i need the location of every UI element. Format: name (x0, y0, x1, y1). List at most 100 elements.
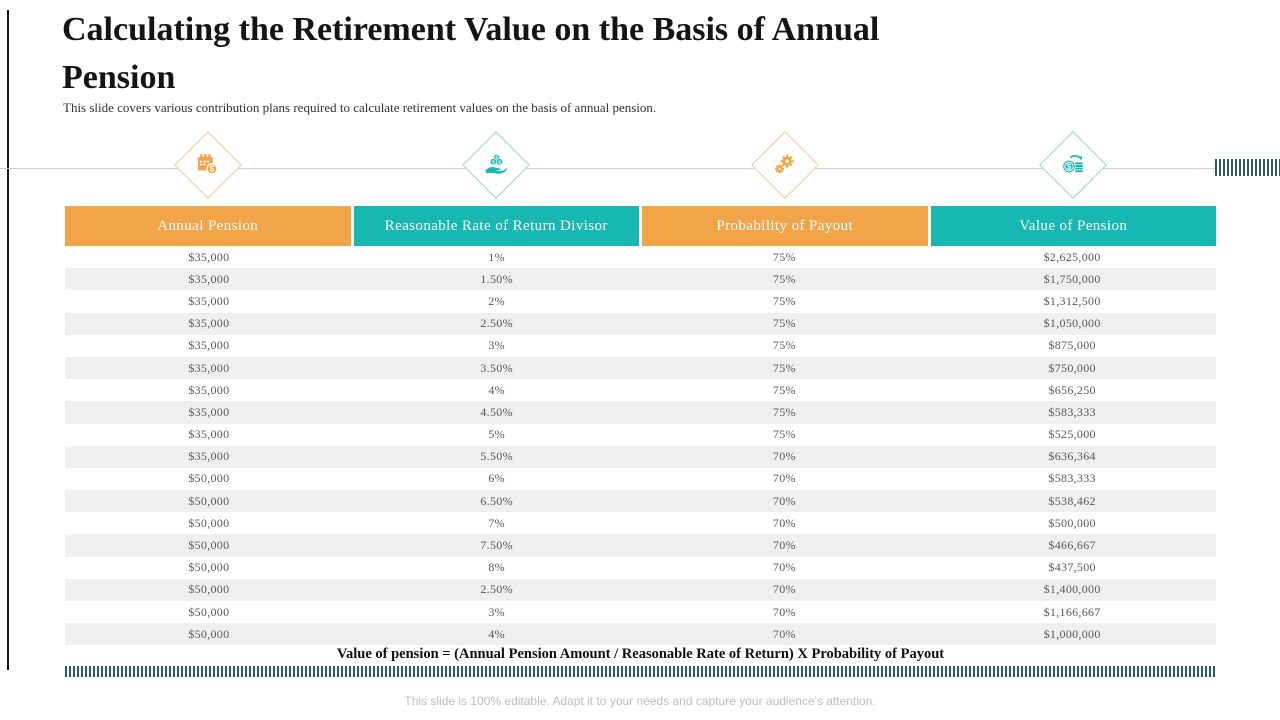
table-row: $50,000 3% 70% $1,166,667 (65, 601, 1216, 624)
table-cell: $583,333 (1048, 404, 1096, 419)
table-row: $50,000 6% 70% $583,333 (65, 467, 1216, 491)
table-cell: $35,000 (188, 382, 230, 397)
table-row: $50,000 4% 70% $1,000,000 (65, 623, 1216, 646)
table-cell: $583,333 (1048, 471, 1096, 486)
table-row: $50,000 2.50% 70% $1,400,000 (65, 578, 1216, 601)
table-row: $35,000 3% 75% $875,000 (65, 334, 1216, 357)
probability-diamond (750, 131, 819, 199)
table-cell: $437,500 (1048, 560, 1096, 575)
table-cell: 70% (772, 604, 796, 619)
table-cell: 3.50% (480, 360, 513, 375)
table-cell: 70% (772, 626, 796, 641)
table-cell: 3% (488, 604, 505, 619)
table-cell: $1,050,000 (1043, 316, 1101, 331)
table-row: $50,000 6.50% 70% $538,462 (65, 490, 1216, 513)
table-cell: $35,000 (188, 360, 230, 375)
svg-text:$: $ (1067, 162, 1072, 171)
table-cell: $35,000 (188, 316, 230, 331)
page-title: Calculating the Retirement Value on the … (62, 11, 880, 97)
table-cell: 2% (488, 293, 505, 308)
hand-coins-icon: $ $ $ (485, 154, 508, 174)
table-cell: 7.50% (480, 538, 513, 553)
table-cell: $35,000 (188, 427, 230, 442)
column-header: Annual Pension (65, 206, 351, 246)
table-cell: $35,000 (188, 404, 230, 419)
table-cell: $50,000 (188, 560, 230, 575)
slide-subtitle: This slide covers various contribution p… (63, 100, 657, 115)
table-cell: $750,000 (1048, 360, 1096, 375)
table-cell: $525,000 (1048, 427, 1096, 442)
table-row: $35,000 4% 75% $656,250 (65, 379, 1216, 402)
table-cell: $636,364 (1048, 449, 1096, 464)
table-cell: 75% (772, 271, 796, 286)
value-of-pension-diamond: $ (1039, 131, 1108, 199)
table-cell: 5.50% (480, 449, 513, 464)
table-cell: 2.50% (480, 316, 513, 331)
gears-icon (774, 154, 794, 174)
table-cell: $1,400,000 (1043, 582, 1101, 597)
table-cell: $35,000 (188, 293, 230, 308)
table-cell: $1,000,000 (1043, 626, 1101, 641)
table-cell: 7% (488, 515, 505, 530)
table-cell: $50,000 (188, 604, 230, 619)
svg-text:$: $ (496, 155, 499, 160)
table-row: $35,000 2% 75% $1,312,500 (65, 290, 1216, 313)
formula-note: Value of pension = (Annual Pension Amoun… (336, 646, 945, 662)
column-header: Reasonable Rate of Return Divisor (353, 206, 639, 246)
table-cell: 70% (772, 515, 796, 530)
table-cell: $50,000 (188, 515, 230, 530)
table-cell: $875,000 (1048, 338, 1096, 353)
table-cell: 4.50% (480, 404, 513, 419)
annual-pension-diamond: $ (173, 131, 242, 199)
table-cell: $50,000 (188, 471, 230, 486)
calendar-money-icon: $ (197, 154, 218, 175)
table-cell: $1,166,667 (1043, 604, 1101, 619)
table-row: $35,000 1.50% 75% $1,750,000 (65, 268, 1216, 291)
decorative-stripe-right (1215, 159, 1280, 176)
table-row: $50,000 8% 70% $437,500 (65, 556, 1216, 579)
column-header: Value of Pension (930, 206, 1216, 246)
table-cell: 75% (772, 382, 796, 397)
table-cell: $35,000 (188, 449, 230, 464)
footer-note: This slide is 100% editable. Adapt it to… (404, 694, 876, 708)
table-cell: 5% (488, 427, 505, 442)
table-cell: 70% (772, 582, 796, 597)
table-cell: 75% (772, 249, 796, 264)
divider-line (0, 168, 1280, 169)
left-accent-line (7, 10, 9, 670)
table-header-row: Annual Pension Reasonable Rate of Return … (65, 206, 1216, 246)
table-cell: $2,625,000 (1043, 249, 1101, 264)
table-cell: 4% (488, 382, 505, 397)
table-cell: $35,000 (188, 249, 230, 264)
svg-text:$: $ (209, 165, 214, 174)
table-cell: 6.50% (480, 493, 513, 508)
table-cell: 4% (488, 626, 505, 641)
table-row: $35,000 5.50% 70% $636,364 (65, 445, 1216, 468)
rate-of-return-diamond: $ $ $ (462, 131, 531, 199)
table-cell: $500,000 (1048, 515, 1096, 530)
table-cell: $50,000 (188, 582, 230, 597)
table-cell: 75% (772, 293, 796, 308)
table-cell: $35,000 (188, 338, 230, 353)
table-cell: $50,000 (188, 493, 230, 508)
table-cell: 8% (488, 560, 505, 575)
decorative-stripe-bottom (65, 666, 1216, 677)
table-cell: $538,462 (1048, 493, 1096, 508)
table-cell: 70% (772, 449, 796, 464)
table-cell: 75% (772, 427, 796, 442)
pension-table-body: $35,000 1% 75% $2,625,000 $35,000 1.50% 75% $1,… (65, 246, 1216, 646)
svg-text:$: $ (492, 160, 495, 166)
table-cell: 70% (772, 538, 796, 553)
table-cell: 70% (772, 560, 796, 575)
table-row: $35,000 5% 75% $525,000 (65, 423, 1216, 446)
table-row: $50,000 7.50% 70% $466,667 (65, 534, 1216, 557)
table-cell: $50,000 (188, 538, 230, 553)
table-cell: $656,250 (1048, 382, 1096, 397)
table-cell: 75% (772, 360, 796, 375)
table-cell: 2.50% (480, 582, 513, 597)
table-cell: 75% (772, 338, 796, 353)
table-row: $35,000 1% 75% $2,625,000 (65, 246, 1216, 269)
table-row: $35,000 3.50% 75% $750,000 (65, 356, 1216, 380)
table-cell: $35,000 (188, 271, 230, 286)
